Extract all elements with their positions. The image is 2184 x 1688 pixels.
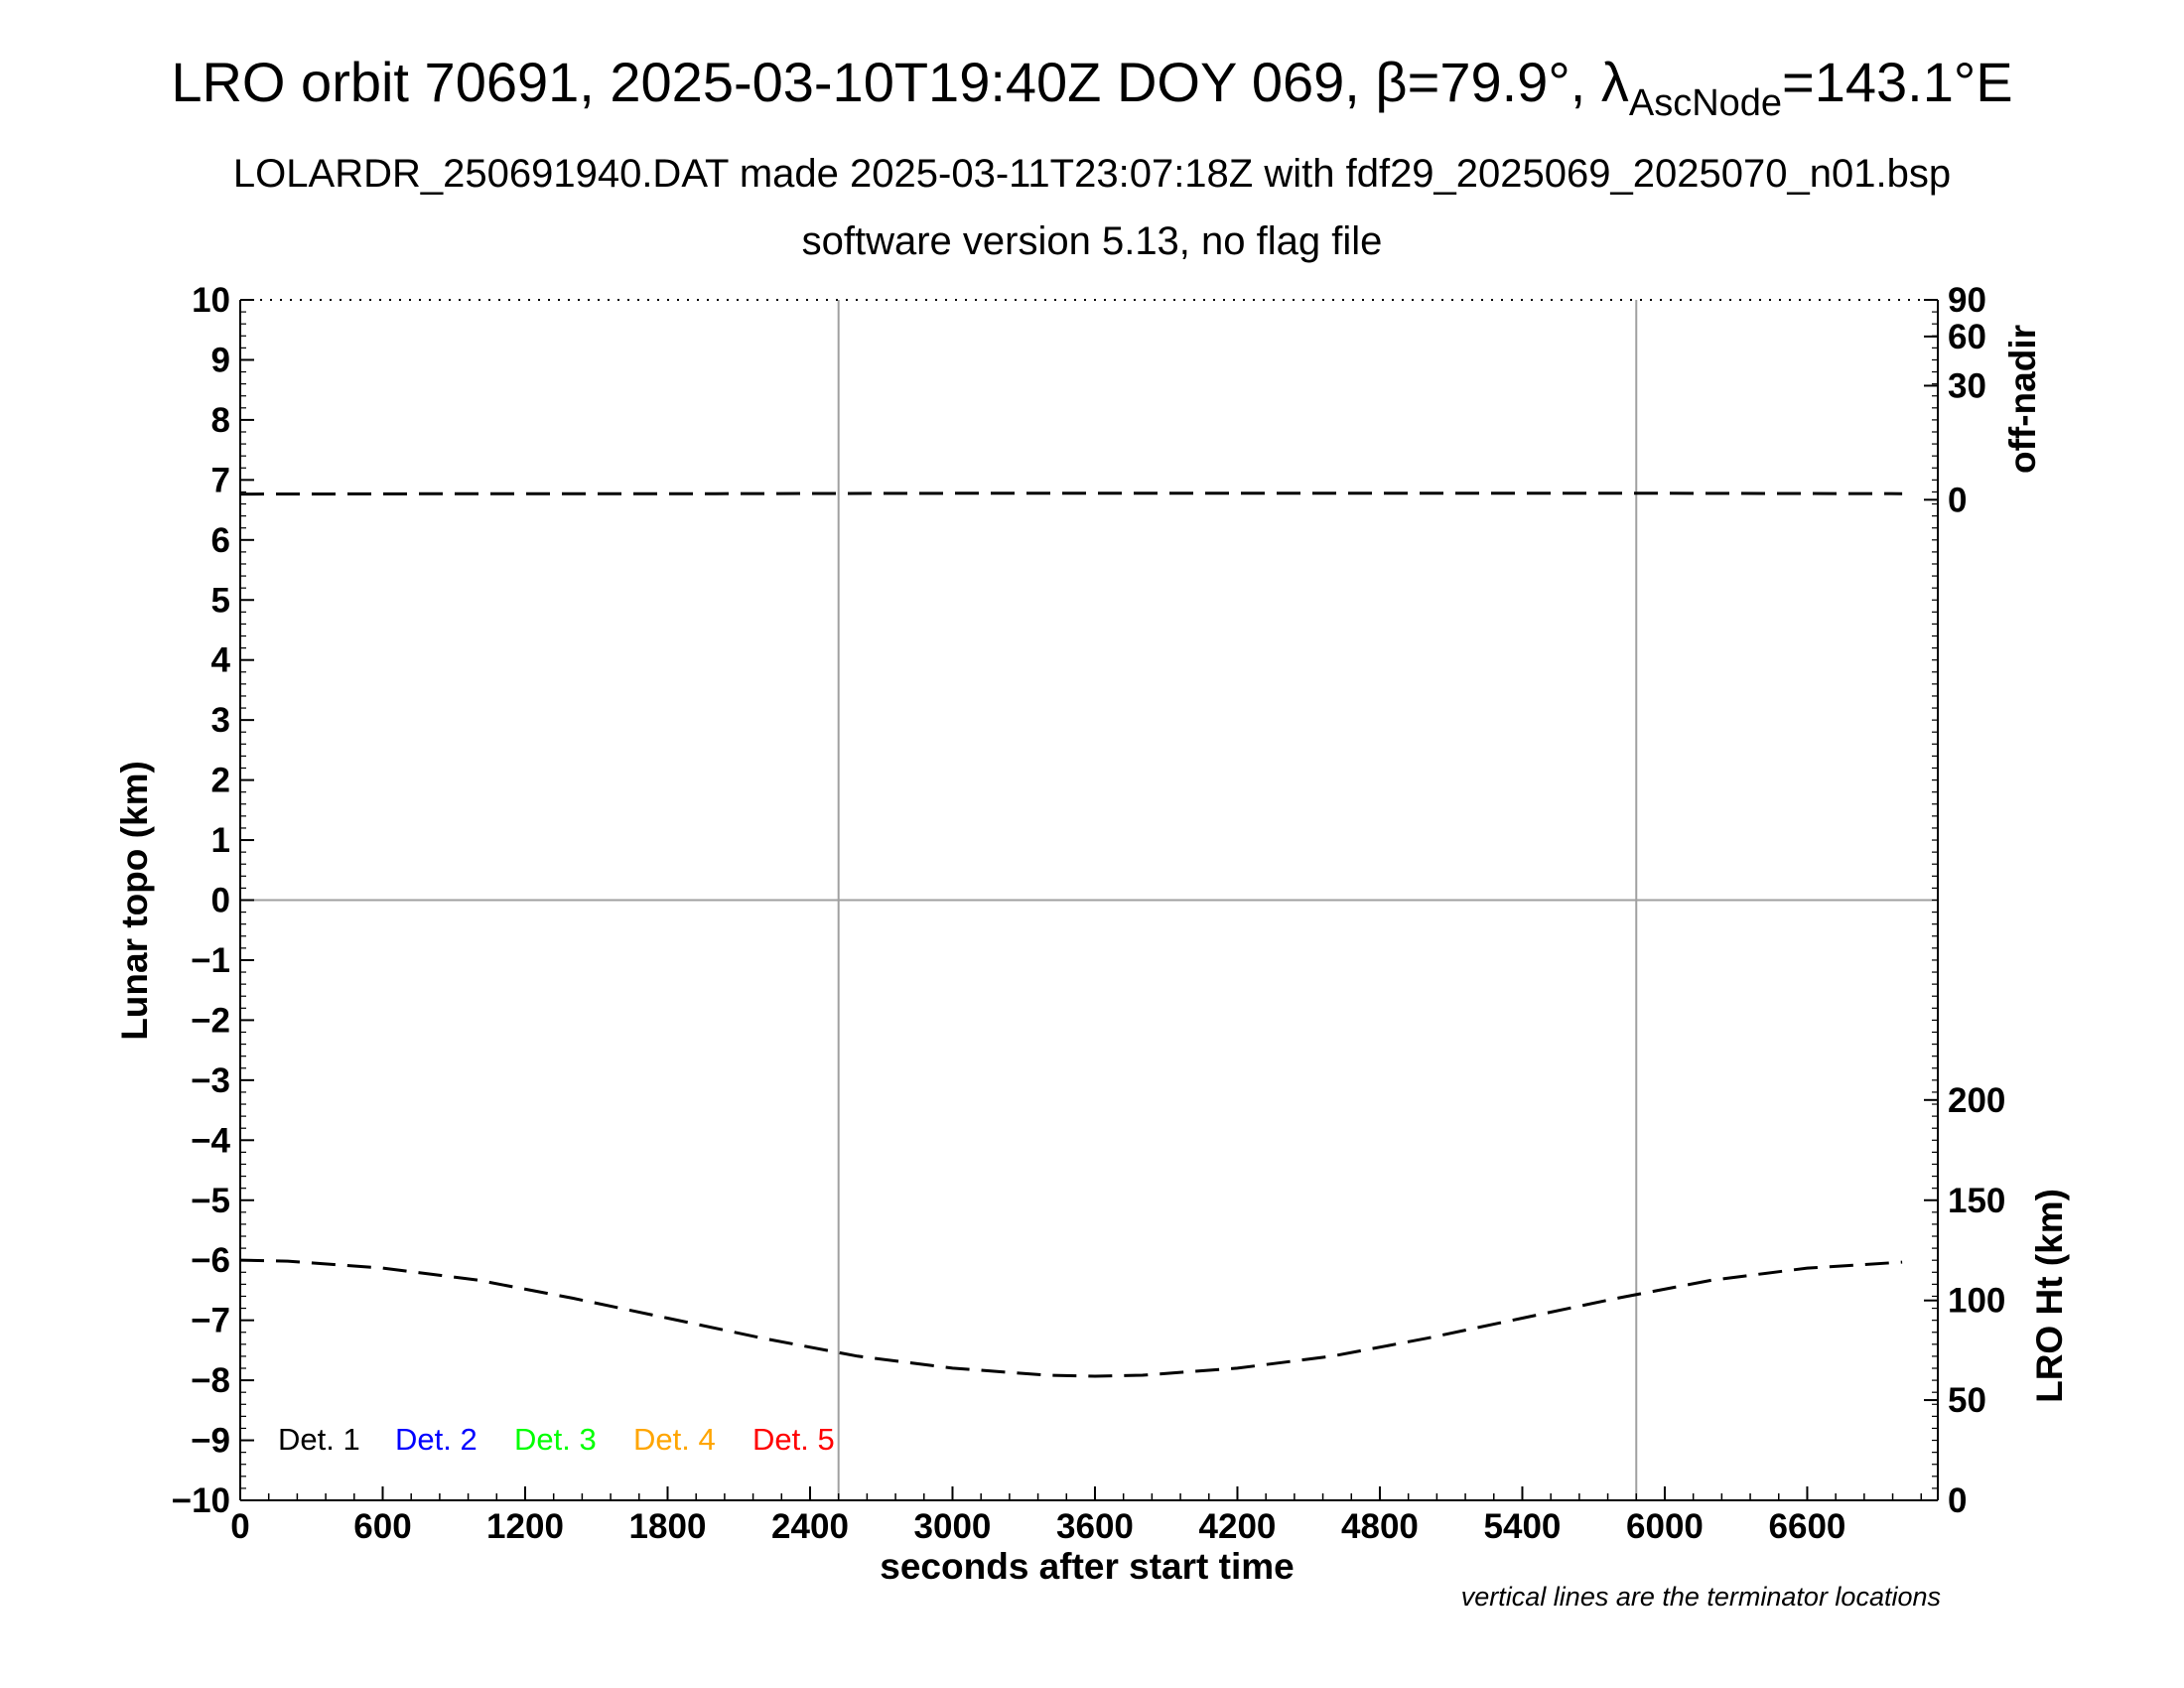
chart-title: LRO orbit 70691, 2025-03-10T19:40Z DOY 0… [171, 51, 2012, 124]
offnadir-tick-label: 90 [1948, 281, 1986, 320]
height-tick-label: 150 [1948, 1182, 2005, 1220]
y-tick-label: 10 [192, 281, 230, 320]
series-line-2 [239, 1258, 1903, 1378]
y-tick-label: −8 [191, 1361, 230, 1400]
legend-det-4: Det. 4 [633, 1422, 716, 1457]
y-tick-label: −1 [191, 941, 230, 980]
beta-symbol: β [1375, 51, 1407, 113]
chart-subtitle-version: software version 5.13, no flag file [802, 219, 1383, 263]
legend-det-1: Det. 1 [278, 1422, 360, 1457]
x-tick-label: 6000 [1626, 1507, 1704, 1546]
offnadir-tick-label: 60 [1948, 318, 1986, 356]
y-tick-label: −2 [191, 1001, 230, 1040]
y-tick-label: 7 [211, 461, 230, 499]
y-tick-label: 4 [211, 641, 231, 680]
x-tick-label: 6600 [1769, 1507, 1846, 1546]
grid [240, 300, 1938, 1500]
x-axis-label: seconds after start time [880, 1546, 1294, 1587]
y-tick-label: 0 [211, 882, 230, 920]
y-axis-label: Lunar topo (km) [114, 761, 155, 1041]
y-tick-label: 3 [211, 701, 230, 740]
lambda-symbol: λ [1601, 51, 1629, 113]
height-tick-label: 50 [1948, 1381, 1986, 1420]
offnadir-tick-label: 0 [1948, 481, 1967, 519]
x-tick-label: 0 [230, 1507, 249, 1546]
x-tick-label: 600 [353, 1507, 411, 1546]
legend: Det. 1 Det. 2 Det. 3 Det. 4 Det. 5 [278, 1422, 835, 1457]
y-tick-label: −5 [191, 1182, 230, 1220]
x-tick-label: 2400 [771, 1507, 849, 1546]
y-tick-label: 6 [211, 521, 230, 560]
x-tick-label: 3600 [1056, 1507, 1134, 1546]
offnadir-tick-label: 30 [1948, 366, 1986, 405]
legend-det-2: Det. 2 [395, 1422, 478, 1457]
height-tick-label: 200 [1948, 1081, 2005, 1120]
y-tick-label: 8 [211, 401, 230, 440]
y-tick-label: −10 [172, 1481, 230, 1520]
legend-det-3: Det. 3 [514, 1422, 597, 1457]
series-line-1 [239, 492, 1903, 496]
x-tick-label: 1200 [486, 1507, 564, 1546]
y-tick-label: 5 [211, 581, 230, 620]
x-axis-ticks: 0 600 1200 1800 2400 3000 3600 4200 4800 5400 6000… [230, 1486, 1923, 1546]
x-tick-label: 3000 [914, 1507, 992, 1546]
x-tick-label: 4800 [1341, 1507, 1419, 1546]
y-tick-label: 1 [211, 821, 230, 860]
series-lines [239, 492, 1903, 1378]
chart-subtitle-file: LOLARDR_250691940.DAT made 2025-03-11T23… [233, 152, 1951, 196]
right-axis-label-height: LRO Ht (km) [2029, 1189, 2070, 1403]
x-tick-label: 1800 [629, 1507, 707, 1546]
y-tick-label: −6 [191, 1241, 230, 1280]
y-tick-label: −4 [191, 1121, 230, 1160]
y-tick-label: −7 [191, 1302, 230, 1340]
right-axis-label-offnadir: off-nadir [2002, 325, 2043, 474]
legend-det-5: Det. 5 [752, 1422, 835, 1457]
height-tick-label: 0 [1948, 1481, 1967, 1520]
x-tick-label: 4200 [1199, 1507, 1277, 1546]
x-tick-label: 5400 [1484, 1507, 1562, 1546]
y-tick-label: 9 [211, 341, 230, 379]
y-tick-label: 2 [211, 762, 230, 800]
terminator-footnote: vertical lines are the terminator locati… [1461, 1582, 1941, 1612]
height-tick-label: 100 [1948, 1282, 2005, 1321]
y-tick-label: −3 [191, 1061, 230, 1100]
y-tick-label: −9 [191, 1422, 230, 1461]
